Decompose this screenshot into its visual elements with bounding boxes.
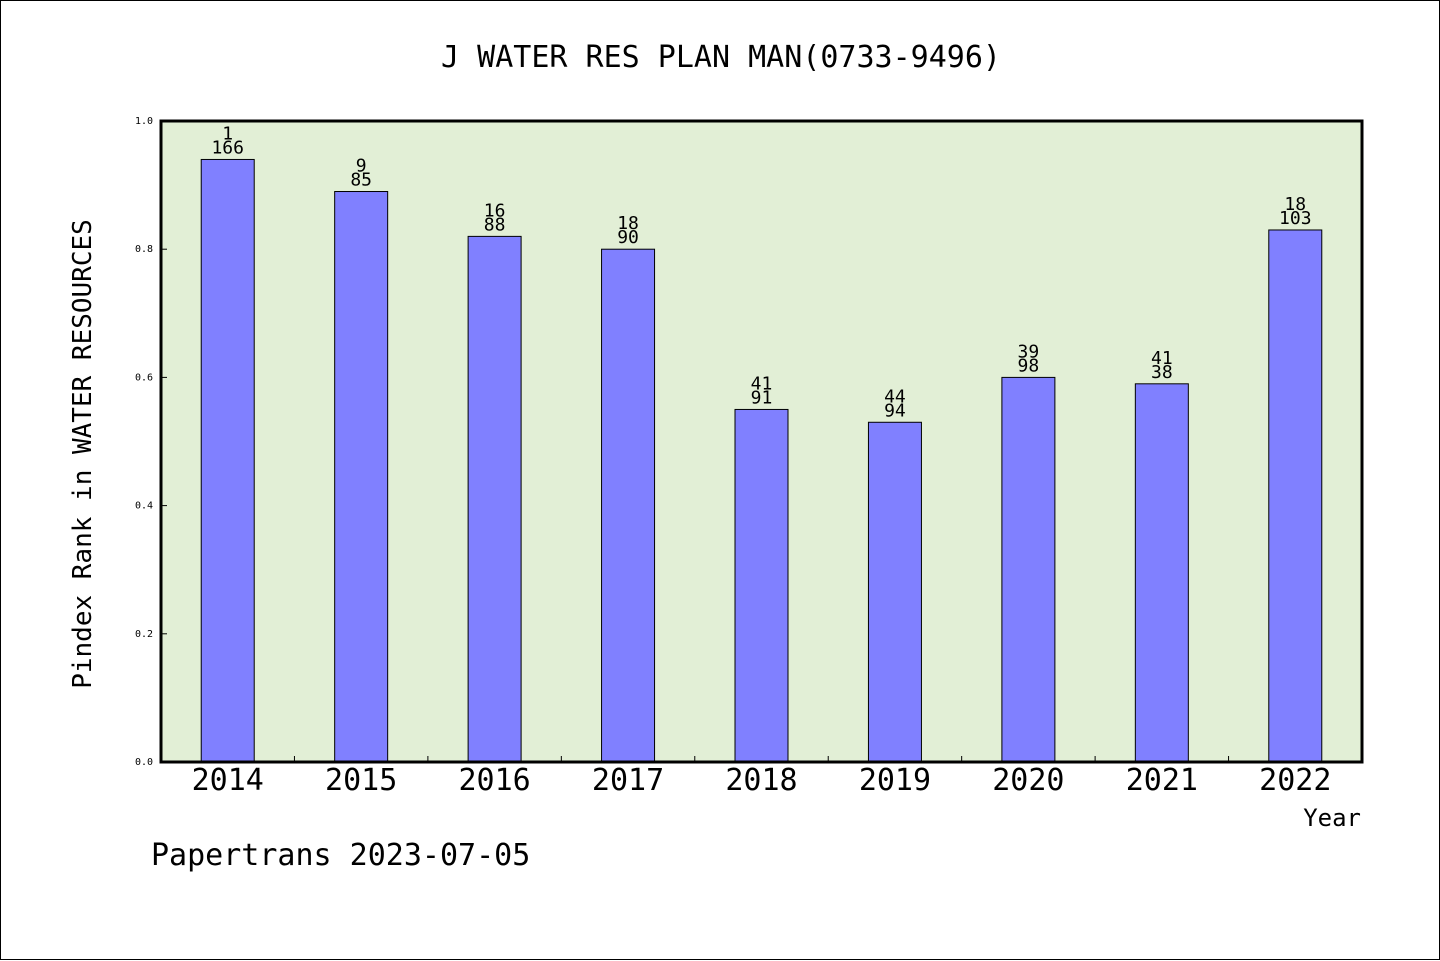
y-axis-label: Pindex Rank in WATER RESOURCES [68, 219, 98, 689]
x-tick-label-2014: 2014 [192, 763, 264, 798]
bar-2014 [200, 158, 255, 763]
x-axis-label: Year [1303, 804, 1361, 832]
y-tick-label-5: 1.0 [135, 116, 153, 127]
data-label-bottom-2020: 98 [1018, 355, 1040, 376]
data-label-top-2016: 16 [484, 200, 506, 221]
bar-2016 [467, 235, 522, 763]
y-tick-label-1: 0.2 [135, 629, 153, 640]
chart-title: J WATER RES PLAN MAN(0733-9496) [441, 40, 1001, 75]
bar-2015 [334, 191, 389, 763]
x-tick-label-2017: 2017 [592, 763, 664, 798]
data-label-top-2019: 44 [884, 386, 906, 407]
x-tick-label-2020: 2020 [992, 763, 1064, 798]
x-axis: 2014 2015 2016 2017 2018 2019 2020 2021 2022 [192, 756, 1331, 798]
data-label-top-2014: 1 [222, 123, 233, 144]
x-tick-label-2018: 2018 [725, 763, 797, 798]
y-tick-label-3: 0.6 [135, 372, 153, 383]
data-label-top-2017: 18 [617, 213, 639, 234]
data-label-bottom-2019: 94 [884, 400, 906, 421]
plot-frame [159, 119, 1364, 764]
bars-group [200, 158, 1323, 763]
x-tick-label-2021: 2021 [1126, 763, 1198, 798]
data-label-bottom-2017: 90 [617, 227, 639, 248]
data-label-top-2022: 18 [1284, 194, 1306, 215]
data-label-bottom-2014: 166 [211, 137, 244, 158]
x-tick-label-2019: 2019 [859, 763, 931, 798]
bar-2018 [734, 408, 789, 763]
bar-2017 [601, 248, 656, 763]
y-tick-label-2: 0.4 [135, 501, 153, 512]
data-label-bottom-2021: 38 [1151, 362, 1173, 383]
bar-2019 [867, 421, 922, 763]
data-label-top-2021: 41 [1151, 348, 1173, 369]
data-label-top-2018: 41 [751, 373, 773, 394]
footer-text: Papertrans 2023-07-05 [151, 838, 530, 873]
y-tick-label-4: 0.8 [135, 244, 153, 255]
data-label-bottom-2022: 103 [1279, 208, 1312, 229]
data-label-bottom-2015: 85 [350, 170, 372, 191]
data-label-bottom-2016: 88 [484, 214, 506, 235]
bar-2022 [1268, 229, 1323, 763]
data-label-top-2020: 39 [1018, 341, 1040, 362]
x-tick-label-2015: 2015 [325, 763, 397, 798]
x-tick-label-2022: 2022 [1259, 763, 1331, 798]
y-tick-label-0: 0.0 [135, 757, 153, 768]
bar-2020 [1001, 376, 1056, 763]
bar-2021 [1134, 383, 1189, 763]
data-label-top-2015: 9 [356, 156, 367, 177]
x-tick-label-2016: 2016 [458, 763, 530, 798]
data-label-bottom-2018: 91 [751, 387, 773, 408]
